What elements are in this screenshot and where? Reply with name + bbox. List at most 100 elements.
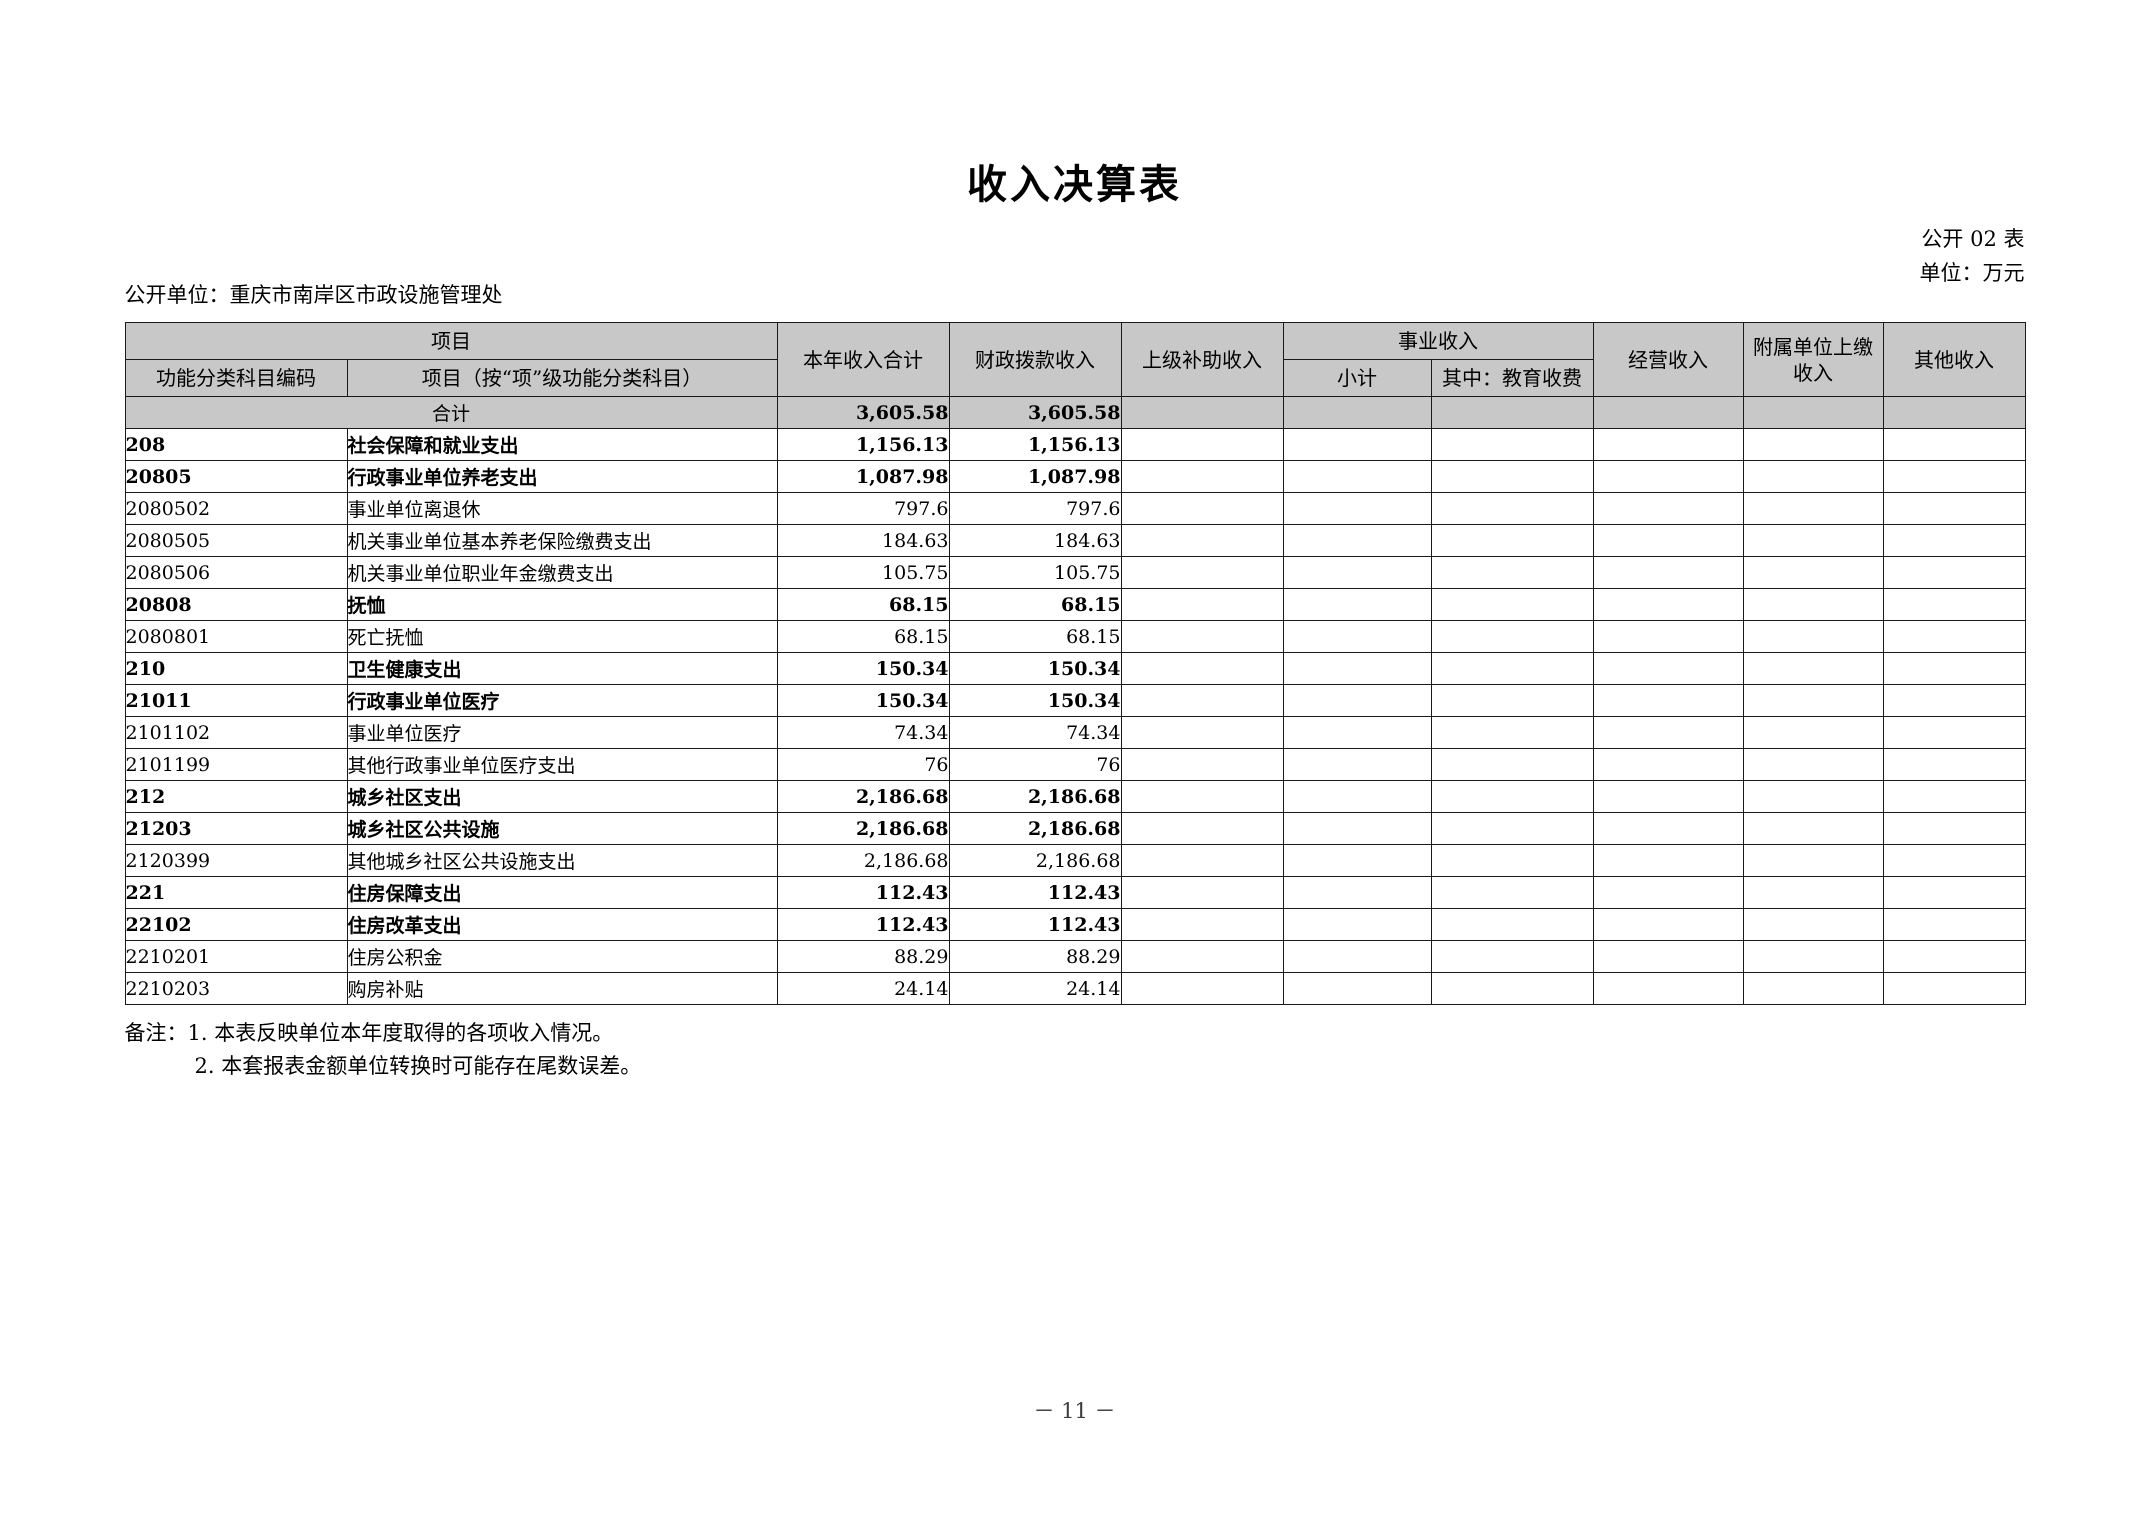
cell-subtotal	[1282, 460, 1432, 493]
cell-name: 抚恤	[346, 588, 778, 621]
cell-fiscal: 112.43	[948, 908, 1122, 941]
cell-superior	[1120, 524, 1284, 557]
cell-total: 3,605.58	[776, 396, 950, 429]
cell-operating	[1592, 748, 1744, 781]
cell-subtotal	[1282, 652, 1432, 685]
cell-education	[1430, 780, 1594, 813]
cell-superior	[1120, 620, 1284, 653]
cell-subtotal	[1282, 620, 1432, 653]
cell-name: 死亡抚恤	[346, 620, 778, 653]
cell-code: 2080506	[124, 556, 348, 589]
cell-subtotal	[1282, 908, 1432, 941]
table-row: 208 社会保障和就业支出 1,156.13 1,156.13	[124, 428, 2026, 461]
cell-code: 20805	[124, 460, 348, 493]
cell-other	[1882, 620, 2026, 653]
cell-affiliated	[1742, 812, 1884, 845]
cell-name: 行政事业单位养老支出	[346, 460, 778, 493]
table-notes: 备注：1. 本表反映单位本年度取得的各项收入情况。 2. 本套报表金额单位转换时…	[125, 1017, 2025, 1083]
cell-affiliated	[1742, 844, 1884, 877]
unit-label: 单位：万元	[1919, 261, 2025, 285]
cell-code: 21011	[124, 684, 348, 717]
cell-subtotal	[1282, 716, 1432, 749]
cell-operating	[1592, 908, 1744, 941]
cell-operating	[1592, 460, 1744, 493]
income-final-accounts-table: 项目 本年收入合计 财政拨款收入 上级补助收入 事业收入 经营收入 附属单位上缴…	[124, 322, 2026, 1005]
cell-fiscal: 68.15	[948, 588, 1122, 621]
cell-code: 212	[124, 780, 348, 813]
cell-operating	[1592, 556, 1744, 589]
cell-name: 城乡社区支出	[346, 780, 778, 813]
table-row-total: 合计 3,605.58 3,605.58	[124, 396, 2026, 429]
cell-name: 社会保障和就业支出	[346, 428, 778, 461]
cell-fiscal: 68.15	[948, 620, 1122, 653]
table-row: 210 卫生健康支出 150.34 150.34	[124, 652, 2026, 685]
cell-subtotal	[1282, 428, 1432, 461]
cell-affiliated	[1742, 780, 1884, 813]
cell-fiscal: 88.29	[948, 940, 1122, 973]
header-col-fiscal: 财政拨款收入	[948, 322, 1122, 397]
cell-fiscal: 2,186.68	[948, 844, 1122, 877]
cell-name: 事业单位离退休	[346, 492, 778, 525]
cell-other	[1882, 684, 2026, 717]
cell-fiscal: 2,186.68	[948, 780, 1122, 813]
header-group-item: 项目	[124, 322, 778, 360]
cell-affiliated	[1742, 396, 1884, 429]
cell-operating	[1592, 620, 1744, 653]
cell-total: 105.75	[776, 556, 950, 589]
cell-operating	[1592, 812, 1744, 845]
cell-subtotal	[1282, 876, 1432, 909]
document-meta: 公开 02 表 单位：万元 公开单位：重庆市南岸区市政设施管理处	[125, 210, 2025, 312]
table-row: 20805 行政事业单位养老支出 1,087.98 1,087.98	[124, 460, 2026, 493]
cell-fiscal: 797.6	[948, 492, 1122, 525]
cell-name: 其他城乡社区公共设施支出	[346, 844, 778, 877]
cell-code: 221	[124, 876, 348, 909]
cell-other	[1882, 556, 2026, 589]
cell-other	[1882, 492, 2026, 525]
cell-subtotal	[1282, 940, 1432, 973]
cell-code: 21203	[124, 812, 348, 845]
cell-name: 机关事业单位职业年金缴费支出	[346, 556, 778, 589]
table-row: 2080506 机关事业单位职业年金缴费支出 105.75 105.75	[124, 556, 2026, 589]
cell-code: 2210201	[124, 940, 348, 973]
cell-fiscal: 150.34	[948, 652, 1122, 685]
table-body: 合计 3,605.58 3,605.58 208 社会保障和就业支出 1,156.13 1,…	[124, 396, 2026, 1005]
cell-superior	[1120, 812, 1284, 845]
cell-education	[1430, 492, 1594, 525]
cell-total: 24.14	[776, 972, 950, 1005]
cell-affiliated	[1742, 652, 1884, 685]
table-row: 221 住房保障支出 112.43 112.43	[124, 876, 2026, 909]
cell-affiliated	[1742, 588, 1884, 621]
table-row: 2080801 死亡抚恤 68.15 68.15	[124, 620, 2026, 653]
cell-education	[1430, 812, 1594, 845]
cell-name: 住房改革支出	[346, 908, 778, 941]
cell-superior	[1120, 396, 1284, 429]
cell-total: 112.43	[776, 876, 950, 909]
header-row-bottom: 功能分类科目编码 项目（按“项”级功能分类科目） 小计 其中：教育收费	[124, 359, 2025, 397]
cell-total: 2,186.68	[776, 844, 950, 877]
cell-subtotal	[1282, 780, 1432, 813]
cell-total: 2,186.68	[776, 812, 950, 845]
cell-fiscal: 105.75	[948, 556, 1122, 589]
cell-other	[1882, 940, 2026, 973]
cell-operating	[1592, 492, 1744, 525]
cell-superior	[1120, 844, 1284, 877]
cell-fiscal: 150.34	[948, 684, 1122, 717]
cell-subtotal	[1282, 492, 1432, 525]
header-col-education: 其中：教育收费	[1430, 359, 1594, 397]
cell-superior	[1120, 460, 1284, 493]
cell-education	[1430, 588, 1594, 621]
cell-superior	[1120, 716, 1284, 749]
cell-operating	[1592, 428, 1744, 461]
cell-total: 112.43	[776, 908, 950, 941]
cell-total: 76	[776, 748, 950, 781]
cell-other	[1882, 844, 2026, 877]
cell-total: 74.34	[776, 716, 950, 749]
cell-code: 2080502	[124, 492, 348, 525]
meta-right-block: 公开 02 表 单位：万元	[1920, 222, 2025, 290]
cell-subtotal	[1282, 588, 1432, 621]
header-row-top: 项目 本年收入合计 财政拨款收入 上级补助收入 事业收入 经营收入 附属单位上缴…	[124, 322, 2026, 397]
cell-total: 150.34	[776, 684, 950, 717]
cell-code: 20808	[124, 588, 348, 621]
cell-other	[1882, 524, 2026, 557]
cell-total: 68.15	[776, 620, 950, 653]
